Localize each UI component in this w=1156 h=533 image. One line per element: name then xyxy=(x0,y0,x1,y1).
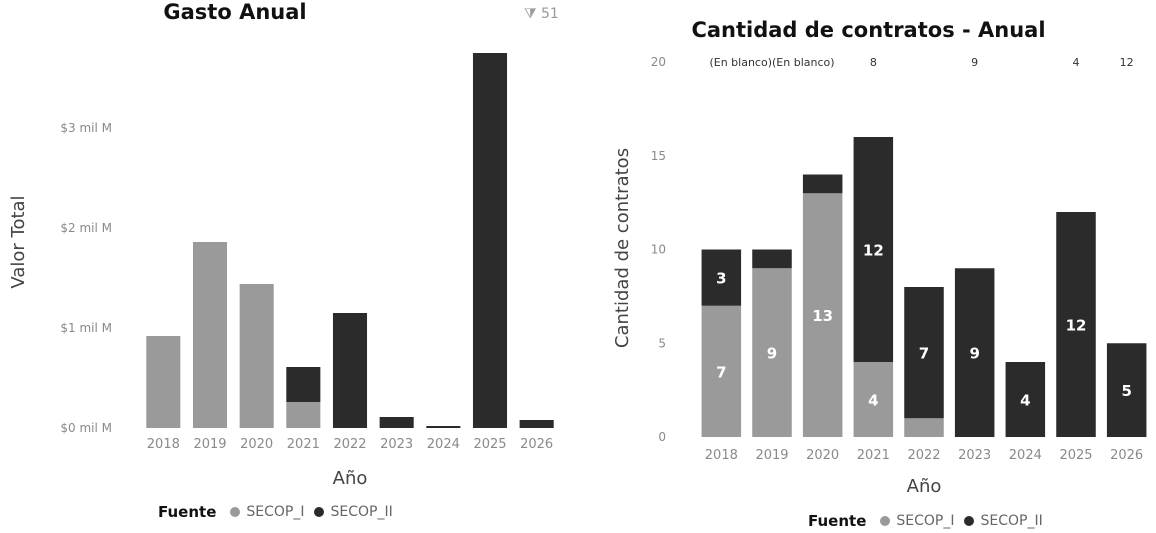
bar-secop-i-2021 xyxy=(286,402,321,428)
cantidad-contratos-panel: Cantidad de contratos - Anual 0 5 10 15 20 7 3… xyxy=(596,0,1156,533)
x-tick-label: 2026 xyxy=(520,437,553,452)
bar-secop-i-2021 xyxy=(853,362,894,437)
legend-item-secop-i[interactable]: SECOP_I xyxy=(896,513,955,529)
data-label: 9 xyxy=(969,345,979,363)
bar-secop-ii-2018 xyxy=(701,249,742,306)
x-tick-label: 2019 xyxy=(755,448,788,463)
legend-title: Fuente xyxy=(158,503,217,521)
x-tick-label: 2022 xyxy=(907,448,940,463)
x-tick-label: 2024 xyxy=(427,437,460,452)
bar-secop-ii-2024 xyxy=(1005,362,1046,437)
top-annotation-label: 9 xyxy=(971,56,978,69)
x-tick-label: 2023 xyxy=(958,448,991,463)
legend-item-secop-ii[interactable]: SECOP_II xyxy=(330,504,393,520)
y-tick-label: $0 mil M xyxy=(60,421,112,435)
data-label: 4 xyxy=(868,392,878,410)
x-axis-title: Año xyxy=(907,476,942,497)
bar-secop-i-2019 xyxy=(752,268,792,437)
x-tick-label: 2025 xyxy=(473,437,506,452)
y-tick-label: 0 xyxy=(658,430,666,444)
gasto-anual-panel: Gasto Anual ⧩ 51 $0 mil M $1 mil M $2 mil … xyxy=(8,0,559,521)
bar-secop-ii-2024 xyxy=(426,426,461,428)
bar-secop-ii-2026 xyxy=(519,420,554,428)
x-tick-label: 2018 xyxy=(705,448,738,463)
bar-secop-i-2020 xyxy=(239,284,274,428)
bar-secop-ii-2020 xyxy=(802,174,843,194)
filter-icon[interactable]: ⧩ 51 xyxy=(524,6,559,22)
top-annotation-label: 8 xyxy=(870,56,877,69)
bar-secop-ii-2022 xyxy=(332,313,368,428)
y-tick-label: 20 xyxy=(651,55,666,69)
bar-secop-ii-2023 xyxy=(379,417,414,428)
cantidad-contratos-chart: 0 5 10 15 20 7 3 2018 9 2019 13 2020 4 12 2021 7 2022 9 20… xyxy=(612,55,1147,497)
bar-secop-ii-2021 xyxy=(286,367,321,402)
top-annotation-label: 12 xyxy=(1120,56,1134,69)
top-annotation-label: 4 xyxy=(1073,56,1080,69)
bar-secop-ii-2025 xyxy=(1056,212,1096,437)
x-axis-title: Año xyxy=(333,468,368,489)
bar-secop-i-2020 xyxy=(802,193,843,437)
y-tick-label: $1 mil M xyxy=(60,321,112,335)
bar-secop-i-2018 xyxy=(146,336,181,428)
bar-secop-ii-2026 xyxy=(1106,343,1147,437)
bar-secop-ii-2023 xyxy=(954,268,995,437)
x-tick-label: 2026 xyxy=(1110,448,1143,463)
x-tick-label: 2019 xyxy=(193,437,226,452)
x-tick-label: 2021 xyxy=(857,448,890,463)
legend-item-secop-i[interactable]: SECOP_I xyxy=(246,504,305,520)
x-tick-label: 2024 xyxy=(1009,448,1042,463)
data-label: 7 xyxy=(716,363,726,381)
x-tick-label: 2023 xyxy=(380,437,413,452)
filter-icon-glyph: ⧩ xyxy=(524,6,537,22)
y-axis-title: Valor Total xyxy=(8,195,29,288)
chart-title: Gasto Anual xyxy=(163,0,307,24)
y-tick-label: $3 mil M xyxy=(60,121,112,135)
x-tick-label: 2020 xyxy=(806,448,839,463)
y-tick-label: 5 xyxy=(658,336,666,350)
legend-title: Fuente xyxy=(808,512,867,530)
x-tick-label: 2018 xyxy=(147,437,180,452)
bar-secop-ii-2021 xyxy=(853,137,894,362)
bar-secop-i-2018 xyxy=(701,305,742,437)
legend-dot-secop-ii xyxy=(964,516,975,526)
data-label: 9 xyxy=(767,345,777,363)
legend: Fuente SECOP_I SECOP_II xyxy=(808,512,1043,530)
legend-dot-secop-ii xyxy=(314,507,325,517)
x-tick-label: 2020 xyxy=(240,437,273,452)
y-tick-label: 15 xyxy=(651,149,666,163)
top-annotation-label: (En blanco)(En blanco) xyxy=(709,56,834,69)
bar-secop-ii-2025 xyxy=(472,53,508,428)
header-count: 51 xyxy=(540,6,559,22)
y-tick-label: $2 mil M xyxy=(60,221,112,235)
data-label: 4 xyxy=(1020,392,1030,410)
legend-dot-secop-i xyxy=(230,507,241,517)
x-tick-label: 2022 xyxy=(333,437,366,452)
data-label: 7 xyxy=(919,345,929,363)
legend-item-secop-ii[interactable]: SECOP_II xyxy=(980,513,1043,529)
bar-secop-i-2019 xyxy=(192,242,228,428)
x-tick-label: 2025 xyxy=(1059,448,1092,463)
y-axis-title: Cantidad de contratos xyxy=(612,148,633,348)
y-tick-label: 10 xyxy=(651,243,666,257)
bar-secop-ii-2019 xyxy=(752,249,792,269)
data-label: 5 xyxy=(1121,382,1131,400)
bar-secop-ii-2022 xyxy=(904,287,944,419)
chart-title: Cantidad de contratos - Anual xyxy=(691,18,1046,42)
data-label: 12 xyxy=(1066,317,1087,335)
legend: Fuente SECOP_I SECOP_II xyxy=(158,503,393,521)
bar-secop-i-2022 xyxy=(904,418,944,437)
data-label: 12 xyxy=(863,242,884,260)
legend-dot-secop-i xyxy=(880,516,891,526)
gasto-anual-chart: $0 mil M $1 mil M $2 mil M $3 mil M 2018 2019… xyxy=(8,53,554,489)
data-label: 13 xyxy=(812,307,833,325)
data-label: 3 xyxy=(716,270,726,288)
x-tick-label: 2021 xyxy=(287,437,320,452)
